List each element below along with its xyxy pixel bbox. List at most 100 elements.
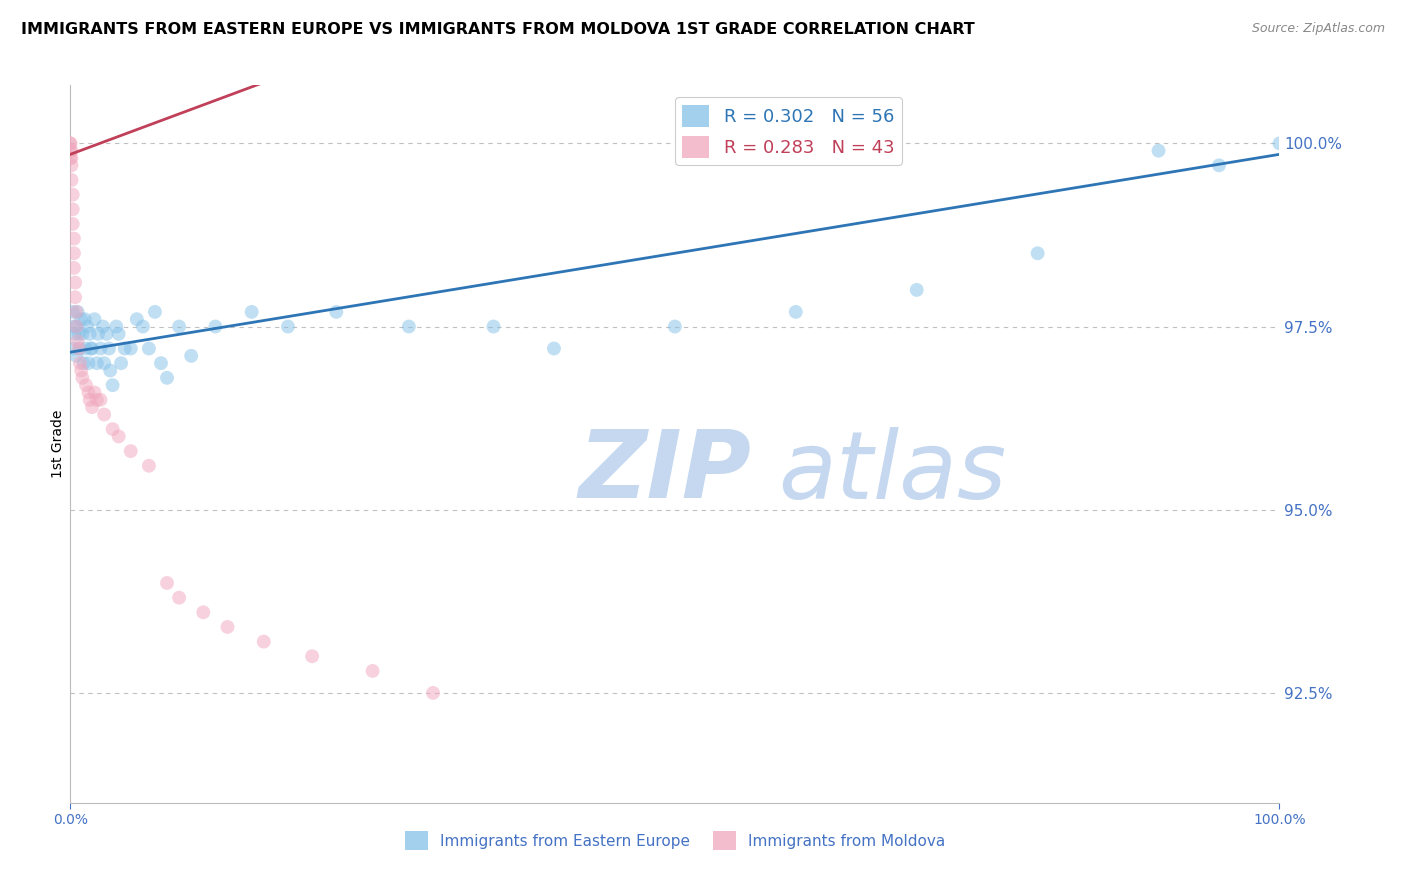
Point <box>1147 144 1170 158</box>
Text: IMMIGRANTS FROM EASTERN EUROPE VS IMMIGRANTS FROM MOLDOVA 1ST GRADE CORRELATION : IMMIGRANTS FROM EASTERN EUROPE VS IMMIGR… <box>21 22 974 37</box>
Point <box>79 392 101 407</box>
Point <box>63 342 86 356</box>
Point <box>63 319 86 334</box>
Point <box>86 392 108 407</box>
Point <box>217 620 239 634</box>
Point <box>72 356 94 370</box>
Point <box>138 458 160 473</box>
Point <box>98 363 121 377</box>
Point <box>87 326 110 341</box>
Point <box>125 312 148 326</box>
Point <box>110 356 132 370</box>
Point <box>91 319 114 334</box>
Point <box>1208 158 1230 172</box>
Point <box>132 319 155 334</box>
Point <box>120 342 142 356</box>
Point <box>96 326 118 341</box>
Text: atlas: atlas <box>778 427 1005 518</box>
Point <box>90 342 111 356</box>
Point <box>101 422 124 436</box>
Point <box>361 664 384 678</box>
Point <box>62 202 84 217</box>
Point <box>60 173 83 187</box>
Point <box>65 319 87 334</box>
Point <box>63 246 86 260</box>
Point <box>80 400 103 414</box>
Point <box>180 349 202 363</box>
Point <box>138 342 160 356</box>
Point <box>905 283 928 297</box>
Point <box>79 326 101 341</box>
Point <box>664 319 686 334</box>
Point <box>63 290 86 304</box>
Point <box>63 231 86 245</box>
Point <box>63 260 86 275</box>
Point <box>72 371 94 385</box>
Point <box>240 305 263 319</box>
Point <box>93 356 115 370</box>
Point <box>167 319 190 334</box>
Point <box>156 371 179 385</box>
Point <box>65 305 87 319</box>
Point <box>76 319 98 334</box>
Point <box>93 408 115 422</box>
Point <box>60 144 83 158</box>
Point <box>325 305 347 319</box>
Point <box>63 326 86 341</box>
Point <box>482 319 505 334</box>
Point <box>60 151 83 165</box>
Point <box>59 151 82 165</box>
Point <box>1268 136 1291 151</box>
Point <box>65 319 87 334</box>
Point <box>543 342 565 356</box>
Point <box>101 378 124 392</box>
Point <box>107 429 129 443</box>
Point <box>204 319 226 334</box>
Point <box>70 363 93 377</box>
Point <box>62 305 84 319</box>
Point <box>73 312 96 326</box>
Point <box>83 312 105 326</box>
Point <box>62 187 84 202</box>
Point <box>80 342 103 356</box>
Point <box>69 342 91 356</box>
Point <box>253 634 276 648</box>
Point <box>167 591 190 605</box>
Text: ZIP: ZIP <box>578 426 751 518</box>
Point <box>77 356 100 370</box>
Point <box>83 385 105 400</box>
Point <box>77 385 100 400</box>
Point <box>60 158 83 172</box>
Point <box>105 319 128 334</box>
Point <box>67 326 90 341</box>
Point <box>90 392 111 407</box>
Point <box>98 342 121 356</box>
Point <box>785 305 807 319</box>
Point <box>66 334 89 348</box>
Point <box>277 319 299 334</box>
Point <box>422 686 444 700</box>
Point <box>75 378 97 392</box>
Point <box>59 136 82 151</box>
Legend: Immigrants from Eastern Europe, Immigrants from Moldova: Immigrants from Eastern Europe, Immigran… <box>398 825 952 856</box>
Point <box>120 444 142 458</box>
Point <box>1026 246 1049 260</box>
Point <box>86 356 108 370</box>
Point <box>114 342 136 356</box>
Point <box>107 326 129 341</box>
Point <box>70 312 93 326</box>
Point <box>193 605 215 619</box>
Point <box>59 136 82 151</box>
Point <box>398 319 420 334</box>
Point <box>301 649 323 664</box>
Point <box>150 356 172 370</box>
Point <box>66 305 89 319</box>
Point <box>65 349 87 363</box>
Point <box>59 144 82 158</box>
Point <box>62 217 84 231</box>
Point <box>156 576 179 591</box>
Y-axis label: 1st Grade: 1st Grade <box>51 409 65 478</box>
Text: Source: ZipAtlas.com: Source: ZipAtlas.com <box>1251 22 1385 36</box>
Point <box>75 342 97 356</box>
Point <box>143 305 166 319</box>
